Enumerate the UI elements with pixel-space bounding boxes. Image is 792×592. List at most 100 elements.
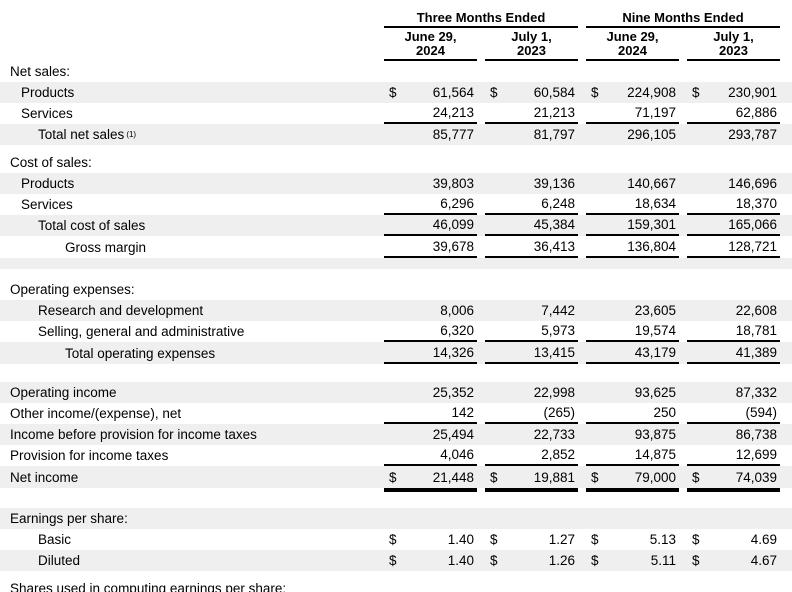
row-label: Total net sales (1) bbox=[38, 127, 137, 142]
spacer-row bbox=[0, 258, 792, 269]
row-label-text: Operating income bbox=[10, 385, 117, 400]
spacer-row bbox=[0, 269, 792, 279]
value-cell: (265) bbox=[485, 403, 578, 424]
cell-value: 23,605 bbox=[634, 303, 676, 318]
row-label-text: Earnings per share: bbox=[10, 511, 128, 526]
row-provision-for-income-taxes: Provision for income taxes 4,046 2,852 14,8… bbox=[0, 445, 792, 466]
row-operating-income: Operating income 25,352 22,998 93,625 87,332 bbox=[0, 382, 792, 403]
spacer-row bbox=[0, 488, 792, 508]
value-cell bbox=[586, 61, 679, 82]
column-group-label: Three Months Ended bbox=[416, 10, 546, 25]
cell-value: 39,678 bbox=[432, 238, 474, 254]
dollar-sign: $ bbox=[389, 532, 397, 547]
cell-value: 19,881 bbox=[533, 469, 575, 485]
cell-value: 81,797 bbox=[533, 127, 575, 142]
cell-value: 6,320 bbox=[440, 323, 474, 338]
value-cell: $1.27 bbox=[485, 529, 578, 550]
row-total-operating-expenses: Total operating expenses 14,326 13,415 43,1… bbox=[0, 342, 792, 364]
row-label: Products bbox=[0, 173, 384, 194]
cell-value: 296,105 bbox=[627, 127, 676, 142]
value-cell: 12,699 bbox=[687, 445, 780, 466]
value-cell: $79,000 bbox=[586, 466, 679, 488]
cell-value: 79,000 bbox=[634, 469, 676, 485]
row-label: Provision for income taxes bbox=[0, 445, 384, 466]
date-line: July 1, bbox=[511, 28, 552, 44]
value-cell: 87,332 bbox=[687, 382, 780, 403]
dollar-sign: $ bbox=[692, 469, 700, 485]
cell-value: 165,066 bbox=[728, 217, 777, 232]
row-label: Total cost of sales bbox=[0, 215, 384, 236]
cell-value: 22,733 bbox=[533, 427, 575, 442]
row-net-income: Net income $21,448 $19,881 $79,000 $74,039 bbox=[0, 466, 792, 488]
cell-value: 62,886 bbox=[735, 105, 777, 120]
row-label-text: Basic bbox=[38, 532, 72, 547]
cell-value: 46,099 bbox=[432, 217, 474, 232]
row-label: Products bbox=[0, 82, 384, 103]
row-services: Services 6,296 6,248 18,634 18,370 bbox=[0, 194, 792, 215]
value-cell: 18,781 bbox=[687, 321, 780, 342]
value-cell: 140,667 bbox=[586, 173, 679, 194]
value-cell: $5.11 bbox=[586, 550, 679, 571]
value-cell: 85,777 bbox=[384, 124, 477, 145]
row-label-text: Diluted bbox=[38, 553, 81, 568]
row-label-text: Products bbox=[21, 176, 75, 191]
value-cell: 18,370 bbox=[687, 194, 780, 215]
row-label-text: Shares used in computing earnings per sh… bbox=[10, 581, 287, 592]
value-cell: 36,413 bbox=[485, 236, 578, 258]
value-cell: (594) bbox=[687, 403, 780, 424]
cell-value: 24,213 bbox=[432, 105, 474, 120]
cell-value: 93,875 bbox=[634, 427, 676, 442]
date-line: June 29, bbox=[606, 28, 659, 44]
value-cell: $19,881 bbox=[485, 466, 578, 488]
row-operating-expenses: Operating expenses: bbox=[0, 279, 792, 300]
row-label-text: Gross margin bbox=[65, 239, 147, 255]
value-cell: 250 bbox=[586, 403, 679, 424]
row-label: Earnings per share: bbox=[0, 508, 384, 529]
row-label-text: Services bbox=[21, 106, 73, 121]
value-cell: 39,136 bbox=[485, 173, 578, 194]
value-cell: $224,908 bbox=[586, 82, 679, 103]
cell-value: 22,608 bbox=[735, 303, 777, 318]
value-cell: 21,213 bbox=[485, 103, 578, 124]
row-label: Income before provision for income taxes bbox=[0, 424, 384, 445]
value-cell bbox=[586, 580, 679, 592]
value-cell: 86,738 bbox=[687, 424, 780, 445]
row-label: Other income/(expense), net bbox=[0, 403, 384, 424]
value-cell: 146,696 bbox=[687, 173, 780, 194]
column-header-q3-2024: June 29, 2024 bbox=[384, 28, 477, 61]
value-cell: 2,852 bbox=[485, 445, 578, 466]
header-spacer-cell bbox=[0, 10, 384, 28]
row-label: Gross margin bbox=[0, 236, 384, 258]
value-cell: $1.40 bbox=[384, 550, 477, 571]
row-label-text: Selling, general and administrative bbox=[38, 324, 245, 339]
value-cell bbox=[687, 61, 780, 82]
cell-value: 2,852 bbox=[541, 447, 575, 462]
table-header-group-row: Three Months Ended Nine Months Ended bbox=[0, 10, 792, 28]
value-cell: 6,296 bbox=[384, 194, 477, 215]
spacer-row bbox=[0, 571, 792, 580]
cell-value: 19,574 bbox=[634, 323, 676, 338]
cell-value: 6,248 bbox=[541, 196, 575, 211]
cell-value: 12,699 bbox=[735, 447, 777, 462]
value-cell bbox=[384, 508, 477, 529]
dollar-sign: $ bbox=[692, 532, 700, 547]
spacer-row bbox=[0, 364, 792, 382]
cell-value: 93,625 bbox=[634, 385, 676, 400]
row-research-and-development: Research and development 8,006 7,442 23,605… bbox=[0, 300, 792, 321]
cell-value: 74,039 bbox=[735, 469, 777, 485]
row-income-before-provision-for-income-taxes: Income before provision for income taxes… bbox=[0, 424, 792, 445]
column-header-9m-2024: June 29, 2024 bbox=[586, 28, 679, 61]
column-header-q3-2023: July 1, 2023 bbox=[485, 28, 578, 61]
dollar-sign: $ bbox=[490, 469, 498, 485]
value-cell: 142 bbox=[384, 403, 477, 424]
row-label: Research and development bbox=[0, 300, 384, 321]
value-cell: 93,875 bbox=[586, 424, 679, 445]
cell-value: 230,901 bbox=[728, 85, 777, 100]
row-label: Shares used in computing earnings per sh… bbox=[0, 580, 384, 592]
row-services: Services 24,213 21,213 71,197 62,886 bbox=[0, 103, 792, 124]
cell-value: 1.26 bbox=[548, 553, 575, 568]
row-label: Net sales: bbox=[0, 61, 384, 82]
value-cell: 25,352 bbox=[384, 382, 477, 403]
